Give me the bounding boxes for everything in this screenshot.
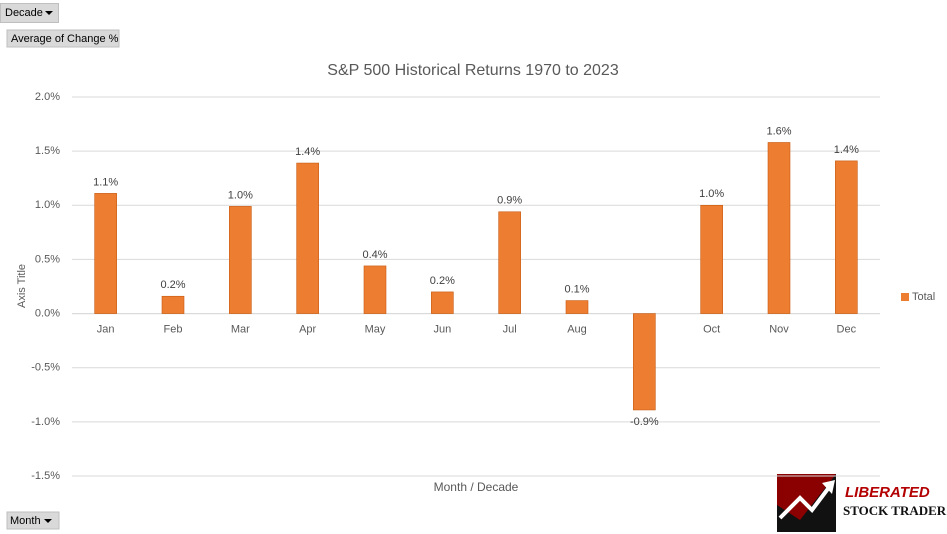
data-label: 0.2% [430,275,455,287]
data-label: 0.9% [497,195,522,207]
logo-shape [777,474,836,532]
data-label: 0.1% [564,283,589,295]
bar [767,142,791,314]
data-label: -0.9% [630,416,659,428]
data-label: 1.4% [834,144,859,156]
value-field-button[interactable] [6,29,120,48]
bar [94,193,117,314]
legend-label: Total [912,291,935,303]
bar [296,162,319,314]
bar [161,295,185,314]
x-tick-label: Apr [299,323,316,335]
x-tick-label: Jan [97,323,115,335]
x-tick-label: May [365,323,386,335]
filter-button[interactable] [0,3,59,23]
x-tick-label: Jun [433,323,451,335]
y-tick-label: -1.0% [31,416,60,428]
data-label: 1.0% [699,188,724,200]
bar [565,300,589,314]
data-label: 1.1% [93,176,118,188]
x-tick-label: Nov [769,323,789,335]
row-field-label[interactable]: Month [10,515,41,527]
data-label: 0.2% [160,279,185,291]
value-field-label[interactable]: Average of Change % [11,33,119,45]
y-tick-label: -1.5% [31,470,60,482]
data-label: 1.6% [766,125,791,137]
bar [363,265,387,314]
bar [431,291,454,314]
y-tick-label: 0.0% [35,307,60,319]
chart-title: S&P 500 Historical Returns 1970 to 2023 [327,62,619,79]
logo-arrow [778,484,832,520]
data-label: 1.0% [228,189,253,201]
x-tick-label: Feb [164,323,183,335]
bar [229,206,252,314]
x-tick-label: Jul [503,323,517,335]
legend-swatch [901,293,909,301]
y-axis-title: Axis Title [16,264,28,308]
bar [498,211,521,314]
data-label: 1.4% [295,146,320,158]
x-tick-label: Aug [567,323,587,335]
logo-arrowhead [822,480,835,494]
y-tick-label: -0.5% [31,362,60,374]
x-tick-label: Dec [837,323,857,335]
dropdown-arrow [45,11,53,15]
filter-label[interactable]: Decade [5,7,43,19]
dropdown-arrow [44,519,52,523]
row-field-button[interactable] [6,511,60,530]
bar [700,204,723,314]
x-axis-title: Month / Decade [434,480,519,494]
y-tick-label: 1.0% [35,199,60,211]
x-tick-label: Oct [703,323,720,335]
x-tick-label: Mar [231,323,250,335]
bar [835,160,858,314]
y-tick-label: 2.0% [35,91,60,103]
data-label: 0.4% [362,249,387,261]
y-tick-label: 0.5% [35,253,60,265]
y-tick-label: 1.5% [35,145,60,157]
logo: LIBERATED STOCK TRADER [777,474,947,532]
logo-line1: LIBERATED [845,484,930,501]
logo-line2: STOCK TRADER [843,503,947,518]
bar [633,313,656,411]
